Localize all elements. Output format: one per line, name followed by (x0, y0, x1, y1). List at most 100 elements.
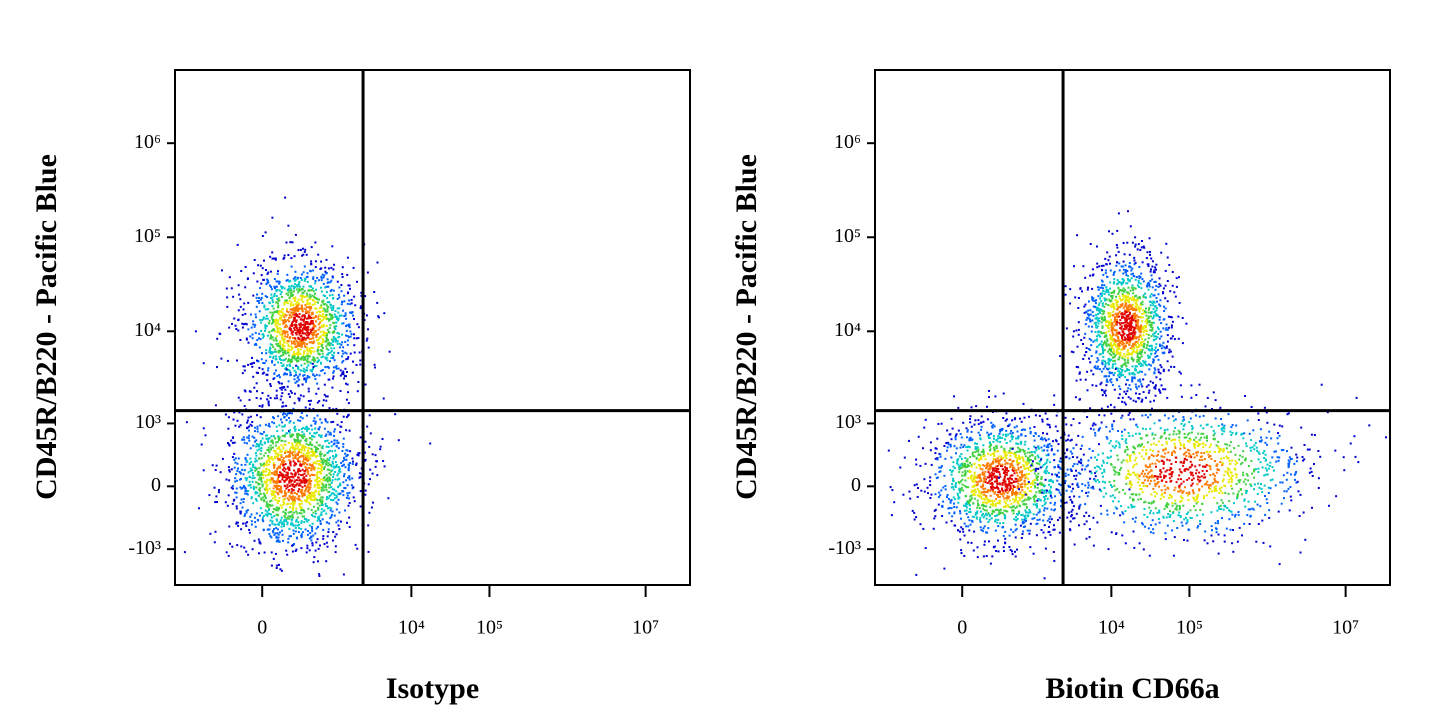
event-dot (332, 336, 335, 338)
event-dot (326, 359, 329, 362)
event-dot (267, 271, 270, 274)
event-dot (1160, 384, 1163, 387)
event-dot (1009, 463, 1012, 465)
event-dot (321, 504, 324, 507)
event-dot (319, 470, 322, 473)
event-dot (353, 500, 356, 503)
event-dot (254, 490, 257, 493)
event-dot (326, 278, 329, 281)
event-dot (284, 320, 287, 323)
event-dot (1108, 347, 1111, 350)
event-dot (1153, 281, 1156, 283)
event-dot (1117, 374, 1119, 377)
event-dot (301, 343, 304, 345)
event-dot (260, 449, 263, 452)
event-dot (989, 453, 992, 456)
event-dot (264, 423, 267, 426)
event-dot (299, 328, 301, 331)
event-dot (325, 459, 328, 462)
event-dot (317, 560, 319, 563)
event-dot (280, 489, 283, 492)
event-dot (336, 340, 339, 343)
event-dot (953, 445, 956, 448)
event-dot (1115, 264, 1118, 267)
event-dot (349, 303, 352, 306)
event-dot (268, 351, 271, 354)
event-dot (1088, 337, 1091, 340)
event-dot (359, 436, 362, 439)
event-dot (331, 245, 334, 248)
event-dot (1105, 335, 1108, 338)
event-dot (1129, 297, 1132, 300)
event-dot (1112, 304, 1115, 307)
event-dot (306, 463, 308, 466)
event-dot (281, 336, 284, 339)
event-dot (1153, 372, 1156, 375)
event-dot (264, 327, 267, 330)
event-dot (332, 475, 334, 478)
event-dot (1120, 325, 1123, 328)
event-dot (285, 368, 288, 371)
event-dot (296, 305, 299, 308)
event-dot (1100, 286, 1103, 289)
event-dot (270, 322, 273, 325)
event-dot (1076, 456, 1079, 459)
event-dot (297, 384, 300, 387)
event-dot (242, 473, 245, 476)
event-dot (249, 483, 252, 486)
event-dot (294, 233, 297, 236)
event-dot (278, 331, 281, 334)
event-dot (293, 469, 296, 472)
event-dot (259, 474, 262, 476)
event-dot (322, 509, 325, 512)
event-dot (261, 392, 264, 394)
event-dot (1122, 342, 1125, 345)
event-dot (1152, 314, 1155, 317)
event-dot (263, 431, 265, 434)
event-dot (298, 482, 301, 485)
event-dot (294, 484, 297, 487)
event-dot (261, 235, 264, 237)
event-dot (1151, 317, 1154, 320)
event-dot (341, 333, 344, 336)
event-dot (314, 427, 317, 430)
event-dot (1151, 321, 1154, 324)
event-dot (281, 332, 284, 335)
event-dot (262, 317, 265, 320)
event-dot (376, 474, 379, 477)
event-dot (229, 542, 231, 545)
event-dot (235, 507, 238, 510)
event-dot (1118, 332, 1121, 335)
event-dot (1141, 320, 1144, 323)
event-dot (303, 352, 306, 355)
event-dot (286, 517, 289, 520)
event-dot (321, 483, 324, 486)
event-dot (1174, 295, 1177, 298)
event-dot (1106, 291, 1109, 294)
event-dot (285, 508, 287, 511)
event-dot (265, 460, 268, 463)
event-dot (249, 515, 252, 518)
event-dot (332, 268, 335, 271)
event-dot (1132, 303, 1134, 306)
event-dot (333, 493, 336, 496)
event-dot (309, 328, 312, 331)
event-dot (234, 491, 237, 494)
event-dot (1122, 294, 1125, 297)
event-dot (261, 302, 264, 305)
event-dot (348, 326, 351, 329)
event-dot (1146, 344, 1149, 347)
event-dot (281, 429, 284, 432)
event-dot (310, 313, 313, 316)
event-dot (291, 321, 294, 323)
event-dot (1044, 497, 1046, 500)
event-dot (1034, 458, 1037, 461)
event-dot (316, 350, 319, 352)
event-dot (320, 315, 323, 318)
event-dot (275, 288, 278, 291)
event-dot (302, 395, 305, 398)
event-dot (257, 299, 260, 302)
event-dot (279, 358, 281, 360)
event-dot (325, 314, 328, 317)
event-dot (286, 486, 289, 489)
